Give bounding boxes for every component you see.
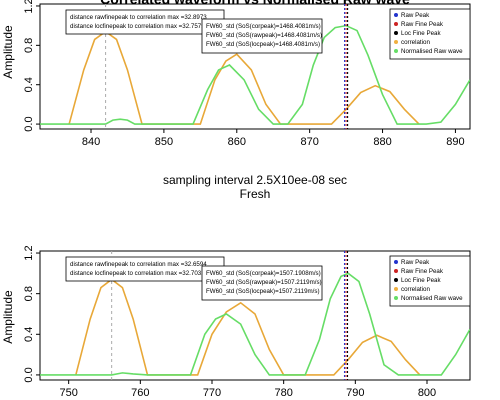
x-tick-label: 840 — [82, 136, 100, 148]
y-tick-label: 1.2 — [23, 245, 35, 260]
sos-info-line: FW60_std (SoS(locpeak)=1468.4081m/s) — [206, 41, 320, 48]
x-tick-label: 770 — [203, 387, 221, 399]
series-line-correlation — [75, 278, 421, 376]
legend-label: Normalised Raw wave — [401, 295, 463, 302]
legend: Raw Peak Raw Fine Peak Loc Fine Peak correl… — [389, 255, 471, 307]
x-tick-label: 880 — [373, 136, 391, 148]
distance-info-box: distance rawfinepeak to correlation max … — [65, 256, 225, 282]
legend-label: Normalised Raw wave — [401, 48, 463, 55]
x-tick-label: 760 — [131, 387, 149, 399]
info-box-frame — [201, 265, 323, 301]
plot-frame — [39, 250, 471, 381]
legend-label: correlation — [401, 39, 430, 46]
legend-swatch — [394, 296, 398, 300]
y-tick-label: 0.8 — [23, 286, 35, 301]
sos-info-line: FW60_std (SoS(corpeak)=1507.1908m/s) — [206, 270, 321, 277]
y-axis-label: Amplitude — [1, 290, 15, 344]
legend-label: Raw Peak — [401, 259, 430, 266]
x-tick-label: 790 — [346, 387, 364, 399]
sos-info-line: FW60_std (SoS(locpeak)=1507.2119m/s) — [206, 288, 320, 295]
plot-frame — [39, 3, 471, 130]
y-tick-label: 0.8 — [23, 38, 35, 53]
x-tick-label: 870 — [300, 136, 318, 148]
distance-info-line: distance locfinepeak to correlation max … — [70, 23, 205, 30]
legend-label: correlation — [401, 286, 430, 293]
sos-info-line: FW60_std (SoS(rawpeak)=1468.4081m/s) — [206, 32, 322, 39]
legend-label: Loc Fine Peak — [401, 277, 441, 284]
legend-swatch — [394, 269, 398, 273]
y-tick-label: 0.0 — [23, 116, 35, 131]
legend: Raw Peak Raw Fine Peak Loc Fine Peak correl… — [389, 8, 471, 60]
x-axis-label: Fresh — [240, 187, 271, 201]
sos-info-box: FW60_std (SoS(corpeak)=1507.1908m/s) FW60… — [201, 265, 323, 301]
legend-swatch — [394, 49, 398, 53]
legend-swatch — [394, 13, 398, 17]
top-chart-panel: Correlated waveform vs Normalised Raw wa… — [1, 0, 471, 201]
legend-label: Raw Peak — [401, 12, 430, 19]
legend-swatch — [394, 278, 398, 282]
legend-swatch — [394, 287, 398, 291]
distance-info-box: distance rawfinepeak to correlation max … — [65, 9, 225, 35]
x-tick-label: 890 — [446, 136, 464, 148]
x-tick-label: 850 — [155, 136, 173, 148]
x-tick-label: 780 — [274, 387, 292, 399]
sos-info-line: FW60_std (SoS(corpeak)=1468.4081m/s) — [206, 23, 321, 30]
distance-info-line: distance rawfinepeak to correlation max … — [70, 14, 207, 21]
plot-area — [40, 251, 470, 380]
legend-swatch — [394, 22, 398, 26]
legend-label: Raw Fine Peak — [401, 21, 444, 28]
y-axis-label: Amplitude — [1, 25, 15, 79]
y-tick-label: 0.4 — [23, 327, 35, 342]
legend-swatch — [394, 40, 398, 44]
y-tick-label: 0.0 — [23, 367, 35, 382]
distance-info-line: distance locfinepeak to correlation max … — [70, 270, 205, 277]
x-tick-label: 800 — [418, 387, 436, 399]
y-tick-label: 1.2 — [23, 0, 35, 14]
series-line-normalised-raw-wave — [40, 272, 470, 376]
x-tick-label: 860 — [228, 136, 246, 148]
distance-info-line: distance rawfinepeak to correlation max … — [70, 261, 207, 268]
sos-info-box: FW60_std (SoS(corpeak)=1468.4081m/s) FW60… — [201, 18, 323, 54]
legend-label: Loc Fine Peak — [401, 30, 441, 37]
legend-frame — [389, 255, 471, 307]
x-axis-label: sampling interval 2.5X10ee-08 sec — [163, 173, 347, 187]
series-line-normalised-raw-wave — [40, 24, 470, 125]
y-tick-label: 0.4 — [23, 77, 35, 92]
x-tick-label: 750 — [59, 387, 77, 399]
legend-swatch — [394, 260, 398, 264]
info-box-frame — [65, 256, 225, 282]
sos-info-line: FW60_std (SoS(rawpeak)=1507.2119m/s) — [206, 279, 322, 286]
legend-swatch — [394, 31, 398, 35]
info-box-frame — [201, 18, 323, 54]
bottom-chart-panel: 750 760 770 780 790 800 0.0 0.4 0.8 1.2 Amplitude d… — [1, 245, 471, 399]
legend-label: Raw Fine Peak — [401, 268, 444, 275]
legend-frame — [389, 8, 471, 60]
